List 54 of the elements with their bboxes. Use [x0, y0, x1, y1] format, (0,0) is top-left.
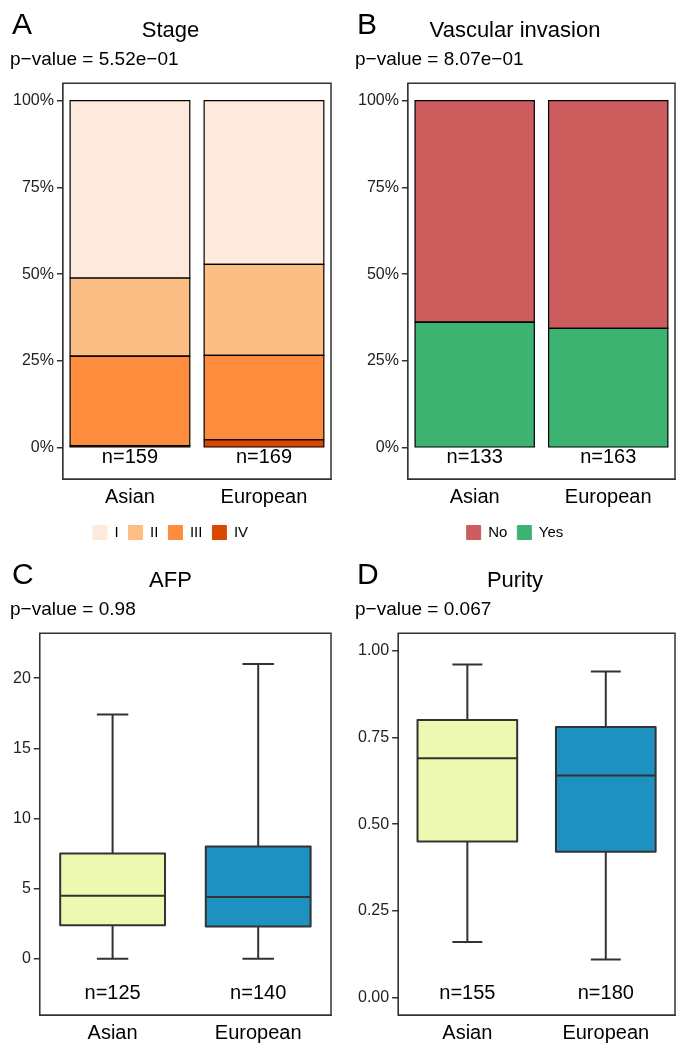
y-tick-label: 20 — [13, 668, 31, 686]
y-tick-label: 0 — [21, 949, 31, 967]
y-tick-label: 0.25 — [358, 901, 390, 919]
annotation: n=125 — [84, 980, 141, 1003]
y-tick-label: 25% — [21, 351, 54, 369]
legend-label: No — [488, 522, 508, 540]
x-tick-label: European — [564, 484, 652, 507]
legend-label: Yes — [538, 522, 564, 540]
chart-subtitle: p−value = 8.07e−01 — [355, 48, 524, 70]
chart-subtitle: p−value = 0.067 — [355, 598, 492, 620]
text: A — [12, 7, 33, 40]
x-tick-label: European — [562, 1020, 650, 1043]
annotation: n=155 — [439, 980, 496, 1003]
legend-label: IV — [233, 522, 249, 540]
legend-label: I — [114, 522, 119, 540]
chart-subtitle: p−value = 5.52e−01 — [10, 48, 179, 70]
y-tick-label: 0% — [30, 438, 54, 456]
y-tick-label: 100% — [358, 90, 399, 108]
y-tick-label: 15 — [13, 738, 31, 756]
chart-title: Vascular invasion — [429, 17, 601, 43]
text: C — [12, 557, 34, 590]
annotation: n=140 — [230, 980, 287, 1003]
annotation: n=180 — [577, 980, 634, 1003]
chart-title: AFP — [149, 567, 192, 593]
y-tick-label: 0.50 — [358, 814, 390, 832]
y-tick-label: 0.00 — [358, 988, 390, 1006]
y-tick-label: 0% — [375, 438, 399, 456]
x-tick-label: Asian — [449, 484, 500, 507]
text: B — [357, 7, 378, 40]
y-tick-label: 75% — [21, 177, 54, 195]
chart-subtitle: p−value = 0.98 — [10, 598, 136, 620]
x-tick-label: Asian — [87, 1020, 138, 1043]
x-tick-label: Asian — [104, 484, 155, 507]
annotation: n=133 — [446, 444, 503, 467]
legend-label: III — [189, 522, 203, 540]
text: D — [357, 557, 379, 590]
y-tick-label: 1.00 — [358, 640, 390, 658]
y-tick-label: 75% — [366, 177, 399, 195]
x-tick-label: European — [220, 484, 308, 507]
chart-title: Purity — [486, 567, 544, 593]
x-tick-label: Asian — [442, 1020, 493, 1043]
legend-label: II — [150, 522, 159, 540]
y-tick-label: 100% — [13, 90, 54, 108]
y-tick-label: 5 — [21, 879, 31, 897]
y-tick-label: 25% — [366, 351, 399, 369]
y-tick-label: 50% — [366, 264, 399, 282]
chart-title: Stage — [141, 17, 200, 43]
annotation: n=169 — [235, 444, 293, 467]
annotation: n=163 — [580, 444, 637, 467]
y-tick-label: 10 — [13, 808, 31, 826]
y-tick-label: 0.75 — [358, 727, 390, 745]
annotation: n=159 — [101, 444, 159, 467]
y-tick-label: 50% — [21, 264, 54, 282]
x-tick-label: European — [214, 1020, 302, 1043]
